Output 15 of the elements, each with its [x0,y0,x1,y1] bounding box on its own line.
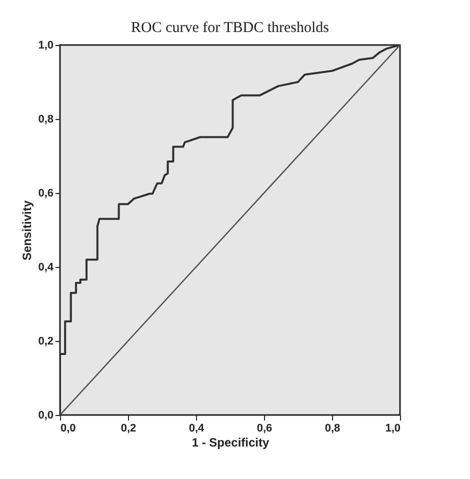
x-axis-title: 1 - Specificity [192,436,270,450]
x-tick-label: 0,8 [324,422,340,434]
y-tick-label: 0,2 [38,336,54,348]
y-tick-label: 0,0 [38,410,54,422]
x-tick-label: 1,0 [385,422,400,434]
x-tick-label: 0,6 [256,422,272,434]
y-tick-label: 0,8 [38,114,54,126]
y-tick-label: 0,6 [38,188,54,200]
x-tick-label: 0,0 [60,422,76,434]
chart-title: ROC curve for TBDC thresholds [130,20,330,36]
x-tick-label: 0,2 [120,422,136,434]
y-tick-label: 0,4 [38,262,54,274]
x-tick-label: 0,4 [188,422,206,434]
y-tick-label: 1,0 [38,40,54,52]
y-axis-title: Sensitivity [20,200,34,261]
